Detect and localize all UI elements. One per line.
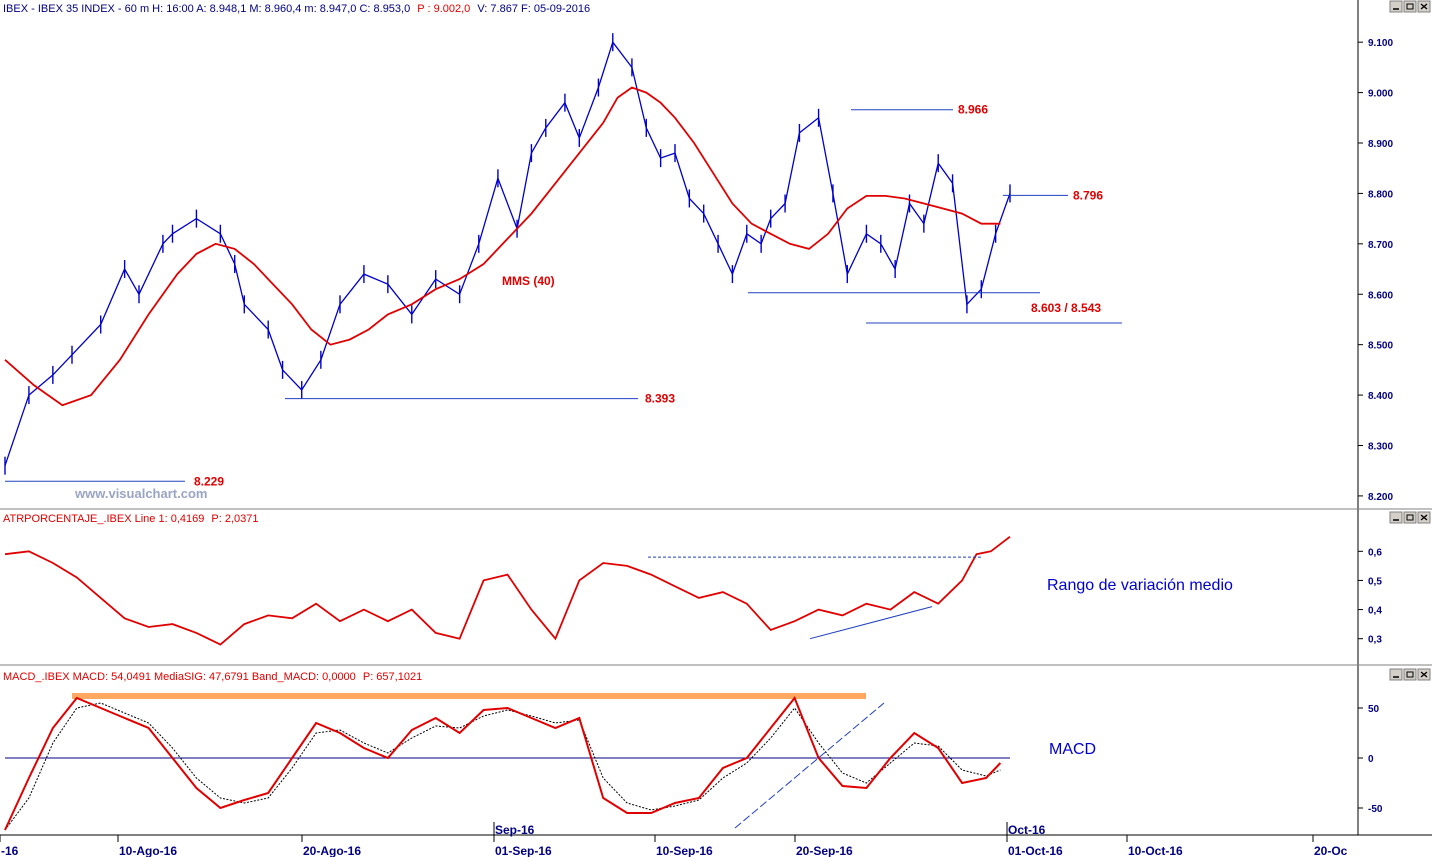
price-plot: 8.229 8.393 8.966 8.796 8.603 / 8.543: [4, 33, 1122, 488]
macd-note: MACD: [1049, 741, 1096, 758]
macd-signal-line: [4, 702, 1001, 831]
month-marker-label: Sep-16: [495, 823, 535, 837]
y-tick-label: 8.800: [1368, 189, 1393, 200]
y-tick-label: 8.400: [1368, 391, 1393, 402]
y-tick-label: 50: [1368, 704, 1380, 715]
y-tick-label: 9.100: [1368, 38, 1393, 49]
price-header: IBEX - IBEX 35 INDEX - 60 m H: 16:00 A: …: [3, 3, 590, 15]
x-tick-label: -16: [1, 844, 19, 857]
y-tick-label: 0,6: [1368, 547, 1382, 558]
x-tick-label: 20-Oc: [1314, 844, 1348, 857]
x-tick-label: 01-Oct-16: [1008, 844, 1063, 857]
x-tick-label: 10-Sep-16: [656, 844, 713, 857]
atr-plot: [4, 535, 1011, 646]
atr-header-main: ATRPORCENTAJE_.IBEX Line 1: 0,4169: [3, 513, 204, 525]
restore-icon[interactable]: [1403, 0, 1417, 13]
minimize-icon[interactable]: [1389, 511, 1403, 524]
y-tick-label: 0: [1368, 754, 1374, 765]
minimize-icon[interactable]: [1389, 0, 1403, 13]
y-tick-label: 8.700: [1368, 240, 1393, 251]
macd-plot: [4, 693, 1010, 831]
y-tick-label: -50: [1368, 804, 1383, 815]
level-label: 8.229: [194, 474, 224, 488]
restore-icon[interactable]: [1403, 668, 1417, 681]
price-header-tail: V: 7.867 F: 05-09-2016: [477, 3, 590, 15]
macd-header-p: P: 657,1021: [363, 671, 422, 683]
y-tick-label: 0,5: [1368, 576, 1382, 587]
restore-icon[interactable]: [1403, 511, 1417, 524]
level-label: 8.796: [1073, 188, 1103, 202]
watermark: www.visualchart.com: [74, 486, 207, 501]
x-tick-label: 20-Ago-16: [303, 844, 361, 857]
ma-series-line: [4, 86, 1001, 407]
atr-note: Rango de variación medio: [1047, 577, 1233, 594]
macd-header-main: MACD_.IBEX MACD: 54,0491 MediaSIG: 47,67…: [3, 671, 356, 683]
x-tick-label: 01-Sep-16: [495, 844, 552, 857]
y-tick-label: 0,4: [1368, 606, 1382, 617]
macd-series-line: [4, 696, 1002, 831]
level-label: 8.393: [645, 392, 675, 406]
level-label: 8.603 / 8.543: [1031, 301, 1101, 315]
price-panel[interactable]: [0, 0, 1358, 507]
y-tick-label: 8.600: [1368, 290, 1393, 301]
macd-panel[interactable]: [0, 667, 1358, 835]
y-tick-label: 8.300: [1368, 442, 1393, 453]
level-label: 8.966: [958, 103, 988, 117]
month-marker-label: Oct-16: [1008, 823, 1046, 837]
y-tick-label: 8.500: [1368, 341, 1393, 352]
close-icon[interactable]: [1417, 668, 1431, 681]
atr-header-p: P: 2,0371: [211, 513, 258, 525]
atr-header: ATRPORCENTAJE_.IBEX Line 1: 0,4169 P: 2,…: [3, 513, 259, 525]
y-tick-label: 8.200: [1368, 492, 1393, 503]
close-icon[interactable]: [1417, 511, 1431, 524]
price-header-p: P : 9.002,0: [417, 3, 470, 15]
y-tick-label: 0,3: [1368, 635, 1382, 646]
x-tick-label: 10-Oct-16: [1128, 844, 1183, 857]
ma-label: MMS (40): [502, 274, 555, 288]
atr-series-line: [4, 535, 1011, 646]
price-header-main: IBEX - IBEX 35 INDEX - 60 m H: 16:00 A: …: [3, 3, 410, 15]
x-tick-label: 10-Ago-16: [119, 844, 177, 857]
y-tick-label: 8.900: [1368, 139, 1393, 150]
x-tick-label: 20-Sep-16: [796, 844, 853, 857]
close-icon[interactable]: [1417, 0, 1431, 13]
macd-header: MACD_.IBEX MACD: 54,0491 MediaSIG: 47,67…: [3, 671, 422, 683]
y-tick-label: 9.000: [1368, 89, 1393, 100]
atr-trendline: [809, 606, 933, 640]
minimize-icon[interactable]: [1389, 668, 1403, 681]
